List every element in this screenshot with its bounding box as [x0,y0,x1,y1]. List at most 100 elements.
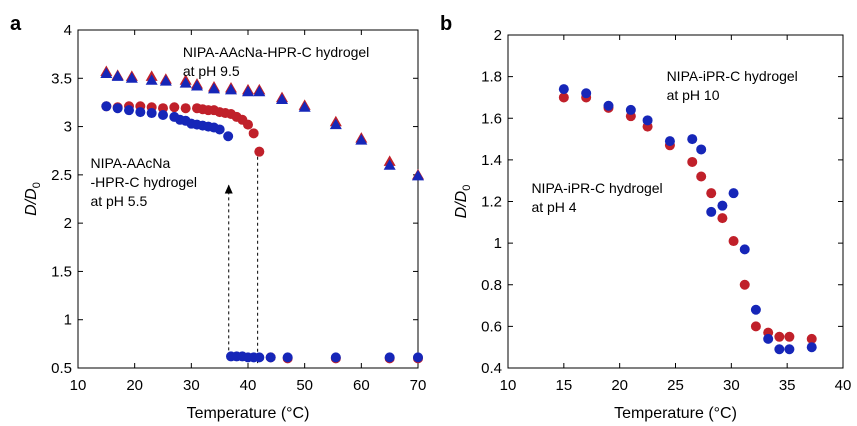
data-point-triangle-blue [329,118,342,130]
x-tick-label-b: 35 [779,377,796,394]
data-point-circle-red [728,236,739,247]
panel-b: b 10 15 20 25 30 35 40 0.4 0.6 0.8 1 1.2 1.4 1.6 1.8 2 T… [440,13,851,422]
data-point-circle-blue [135,107,146,118]
y-tick-label-b: 1 [494,235,502,252]
data-point-circle-blue [330,352,341,363]
data-point-circle-blue [642,115,653,126]
x-tick-label-a: 10 [70,377,87,394]
data-point-circle-blue [696,144,707,155]
y-axis-title-subscript: 0 [461,185,473,191]
data-point-circle-red [806,333,817,344]
transition-arrow-head [224,184,233,194]
annotation-a-0: NIPA-AAcNa-HPR-C hydrogel at pH 9.5 [183,44,369,79]
data-point-circle-red [558,92,569,103]
x-tick-label-a: 40 [240,377,257,394]
x-tick-label-b: 10 [500,377,517,394]
data-point-circle-red [169,102,180,113]
y-tick-label-b: 1.8 [481,69,502,86]
y-tick-label-b: 0.4 [481,360,502,377]
data-point-circle-blue [687,134,698,145]
annotation-line: at pH 5.5 [90,193,147,209]
data-point-circle-blue [384,352,395,363]
data-point-circle-red [774,331,785,342]
panel-b-letter: b [440,13,452,35]
data-point-circle-blue [784,344,795,355]
data-point-circle-blue [146,108,157,119]
annotation-line: NIPA-AAcNa-HPR-C hydrogel [183,44,369,60]
data-point-triangle-blue [179,77,192,88]
x-tick-label-a: 50 [296,377,313,394]
annotation-line: at pH 9.5 [183,63,240,79]
annotation-a-1: NIPA-AAcNa -HPR-C hydrogel at pH 5.5 [90,155,197,209]
data-point-circle-blue [750,304,761,315]
y-tick-label-b: 0.6 [481,318,502,335]
y-tick-label-b: 0.8 [481,277,502,294]
y-axis-title-b: D/D0 [453,185,473,219]
x-tick-label-a: 30 [183,377,200,394]
data-point-circle-red [248,128,259,139]
y-tick-label-a: 4 [64,22,72,39]
data-point-triangle-blue [383,159,396,170]
data-point-circle-red [784,331,795,342]
data-point-circle-blue [214,124,225,135]
x-tick-label-b: 25 [667,377,684,394]
data-point-circle-blue [101,101,112,112]
data-point-circle-red [750,321,761,332]
data-point-triangle-blue [242,85,254,97]
x-tick-label-b: 15 [555,377,572,394]
x-axis-title-a: Temperature (°C) [187,405,310,422]
annotation-line: at pH 4 [531,199,576,215]
data-point-circle-blue [282,352,293,363]
annotation-line: NIPA-iPR-C hydrogel [531,180,662,196]
data-point-circle-blue [763,333,774,344]
data-point-circle-red [687,156,698,167]
data-point-triangle-blue [253,85,266,97]
data-point-circle-red [717,213,728,224]
y-tick-label-b: 1.4 [481,152,502,169]
data-point-circle-red [739,279,750,290]
y-axis-title-subscript: 0 [31,182,43,188]
data-point-triangle-blue [111,70,124,81]
y-tick-label-a: 2 [64,215,72,232]
data-point-circle-blue [265,352,276,363]
x-axis-title-b: Temperature (°C) [614,405,737,422]
data-point-triangle-blue [159,75,172,86]
annotation-line: at pH 10 [667,87,720,103]
data-point-triangle-blue [412,169,424,181]
data-point-triangle-blue [125,72,138,83]
x-tick-label-a: 70 [410,377,427,394]
y-tick-label-b: 2 [494,27,502,44]
data-point-circle-blue [603,100,614,111]
data-point-circle-red [254,146,265,157]
data-point-circle-blue [706,206,717,217]
y-axis-title-main: D/D [23,188,40,216]
y-axis-title-a: D/D0 [23,182,43,216]
y-tick-label-a: 3.5 [51,70,72,87]
x-tick-label-b: 20 [611,377,628,394]
data-point-circle-blue [739,244,750,255]
data-point-circle-blue [581,88,592,99]
data-point-circle-red [696,171,707,182]
y-tick-label-a: 1.5 [51,263,72,280]
data-point-triangle-blue [145,74,158,85]
data-point-circle-red [243,119,253,130]
data-point-triangle-blue [225,83,237,95]
y-tick-label-a: 2.5 [51,167,72,184]
data-point-circle-blue [717,200,728,211]
annotation-line: NIPA-iPR-C hydrogel [667,68,798,84]
y-axis-title-main: D/D [453,190,470,218]
y-tick-label-b: 1.2 [481,194,502,211]
data-point-circle-blue [625,104,636,115]
x-tick-label-a: 60 [353,377,370,394]
x-tick-label-a: 20 [126,377,143,394]
data-point-circle-blue [254,352,265,363]
data-point-circle-blue [774,344,785,355]
data-point-triangle-blue [208,82,220,94]
data-point-circle-blue [728,188,739,199]
panel-a: a 10 20 30 40 50 60 70 0.5 1 1.5 2 2.5 3 3.5 4 Temperat… [10,13,426,422]
data-point-circle-blue [664,136,675,147]
x-tick-label-b: 40 [835,377,852,394]
y-tick-label-a: 1 [64,312,72,329]
data-point-triangle-blue [276,93,288,105]
